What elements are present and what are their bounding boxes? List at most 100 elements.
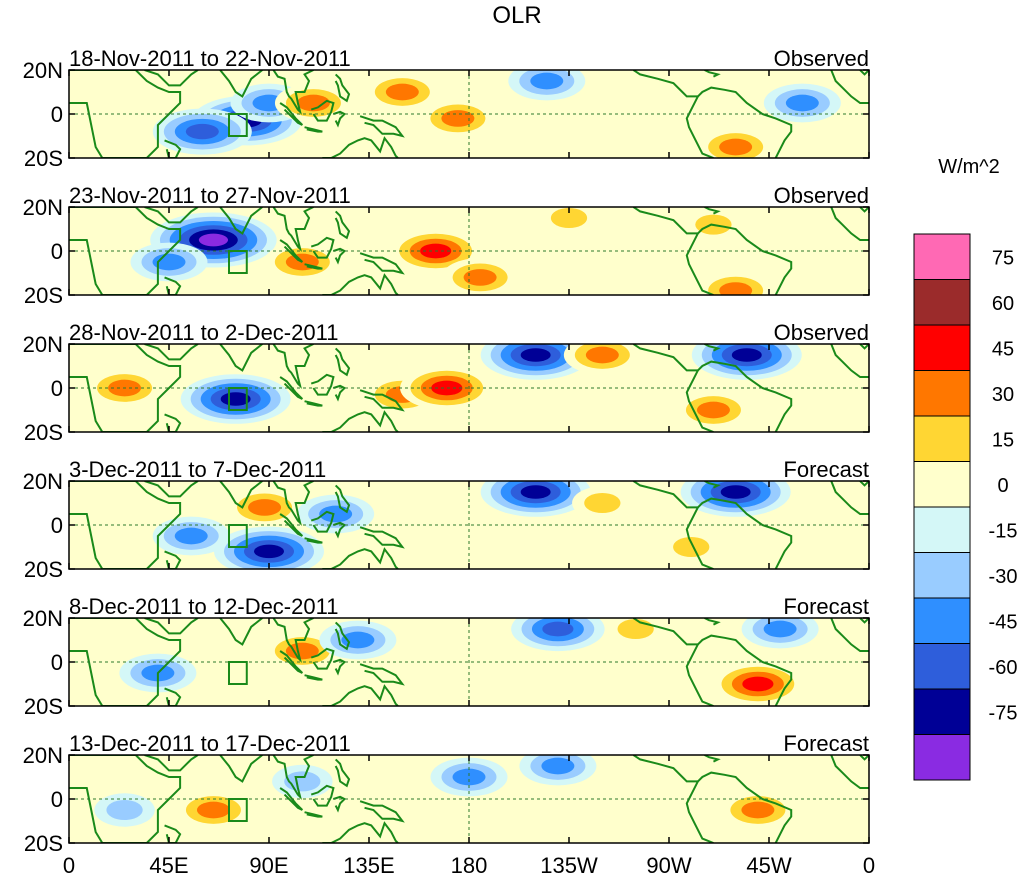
anomaly-field xyxy=(152,481,791,569)
coastlines xyxy=(69,70,869,158)
coastline-1 xyxy=(69,344,182,432)
coastline-17 xyxy=(859,618,869,624)
anomaly-contour-7-5 xyxy=(720,485,751,499)
coastline-16 xyxy=(830,618,869,652)
colorbar-swatch xyxy=(913,597,971,644)
coastline-15 xyxy=(704,207,721,215)
coastline-6 xyxy=(279,787,304,811)
coastline-3 xyxy=(219,70,263,98)
coastline-6 xyxy=(279,102,304,126)
coastline-17 xyxy=(859,481,869,487)
x-axis: 0 45E 90E 135E 180 135W 90W 45W 0 xyxy=(63,853,875,878)
coastline-1 xyxy=(69,481,182,569)
y-tick-label: 20S xyxy=(24,557,63,582)
panel-4: 20N 0 20S 3-Dec-2011 to 7-Dec-2011 Forecast xyxy=(23,457,870,582)
y-tick-label: 20N xyxy=(23,743,63,768)
panel-5: 20N 0 20S 8-Dec-2011 to 12-Dec-2011 Forecast xyxy=(23,594,870,719)
panel-kind-label: Forecast xyxy=(783,594,869,619)
x-tick-label: 135E xyxy=(343,853,394,878)
coastline-12 xyxy=(334,347,351,377)
coastline-15 xyxy=(704,755,721,763)
panel-3: 20N 0 20S 28-Nov-2011 to 2-Dec-2011 Observed xyxy=(23,320,870,445)
coastline-6 xyxy=(279,376,304,400)
colorbar-swatch xyxy=(913,643,971,690)
coastlines xyxy=(69,344,869,432)
anomaly-contour-8-3 xyxy=(719,138,753,156)
coastline-4 xyxy=(272,70,314,116)
anomaly-contour-3-4 xyxy=(542,621,574,637)
coastline-7 xyxy=(304,674,323,681)
colorbar-swatch xyxy=(913,461,971,508)
coastline-9 xyxy=(333,521,347,539)
coastline-16 xyxy=(830,70,869,104)
coastline-2 xyxy=(144,755,199,772)
coastline-17 xyxy=(859,70,869,76)
y-tick-label: 0 xyxy=(51,239,63,264)
panel-kind-label: Observed xyxy=(774,320,869,345)
colorbar-swatch xyxy=(913,552,971,599)
coastline-15 xyxy=(704,344,721,352)
coastline-8 xyxy=(310,647,335,670)
coastline-7 xyxy=(304,126,323,133)
anomaly-contour-9-3 xyxy=(785,94,819,112)
anomaly-contour-5-3 xyxy=(463,269,497,286)
anomaly-contour-6-2 xyxy=(550,207,588,229)
colorbar-level-label: 75 xyxy=(992,248,1014,270)
panel-period-label: 8-Dec-2011 to 12-Dec-2011 xyxy=(69,594,338,619)
anomaly-contour-6-2 xyxy=(584,492,621,514)
y-tick-label: 20S xyxy=(24,831,63,856)
panel-period-label: 28-Nov-2011 to 2-Dec-2011 xyxy=(69,320,338,345)
coastline-6 xyxy=(279,239,304,263)
y-tick-label: 20S xyxy=(24,146,63,171)
panel-kind-label: Observed xyxy=(774,183,869,208)
anomaly-contour-3-3 xyxy=(174,527,208,545)
colorbar-swatch xyxy=(913,324,971,371)
colorbar-swatch xyxy=(913,233,971,280)
panel-kind-label: Forecast xyxy=(783,731,869,756)
colorbar-level-label: -60 xyxy=(989,657,1018,679)
anomaly-contour-3-3 xyxy=(452,768,486,786)
anomaly-contour-4-3 xyxy=(296,94,330,112)
anomaly-contour-2-4 xyxy=(185,123,219,140)
coastline-6 xyxy=(279,650,304,674)
anomaly-contour-2-3 xyxy=(341,631,375,649)
coastline-1 xyxy=(69,207,182,295)
anomaly-contour-5-3 xyxy=(385,83,419,101)
x-tick-label: 180 xyxy=(451,853,488,878)
coastlines xyxy=(69,755,869,843)
coastline-14 xyxy=(697,771,793,843)
y-tick-label: 20N xyxy=(23,469,63,494)
colorbar-level-label: -75 xyxy=(989,703,1018,725)
coastline-16 xyxy=(830,344,869,378)
coastline-4 xyxy=(272,755,314,801)
target-box xyxy=(228,798,248,822)
coastline-1 xyxy=(69,618,182,706)
coastline-2 xyxy=(144,70,199,87)
anomaly-contour-8-2 xyxy=(673,536,710,558)
anomaly-contour-6-2 xyxy=(106,799,143,821)
anomaly-contour-6-3 xyxy=(585,346,619,364)
anomaly-contour-5-4 xyxy=(742,676,774,692)
coastline-9 xyxy=(333,658,347,676)
target-box xyxy=(228,250,248,274)
colorbar-swatch xyxy=(913,370,971,417)
coastline-14 xyxy=(697,360,793,432)
coastline-15 xyxy=(704,618,721,626)
coastline-10 xyxy=(359,115,405,138)
y-tick-label: 0 xyxy=(51,787,63,812)
coastline-12 xyxy=(334,621,351,651)
coastline-8 xyxy=(310,784,335,807)
coastline-7 xyxy=(304,811,323,818)
panel-period-label: 18-Nov-2011 to 22-Nov-2011 xyxy=(69,46,351,71)
colorbar-level-label: -30 xyxy=(989,566,1018,588)
y-tick-label: 20N xyxy=(23,195,63,220)
colorbar: W/m^2 75 60 45 30 15 0 -15 -30 -45 -60 -75 xyxy=(913,156,1018,781)
panel-6: 20N 0 20S 13-Dec-2011 to 17-Dec-2011 Forecas… xyxy=(23,731,870,856)
x-tick-label: 45W xyxy=(746,853,791,878)
coastlines xyxy=(69,207,869,295)
y-tick-label: 0 xyxy=(51,513,63,538)
coastline-2 xyxy=(144,618,199,635)
coastline-2 xyxy=(144,481,199,498)
coastline-2 xyxy=(144,207,199,224)
anomaly-contour-5-3 xyxy=(741,801,775,819)
